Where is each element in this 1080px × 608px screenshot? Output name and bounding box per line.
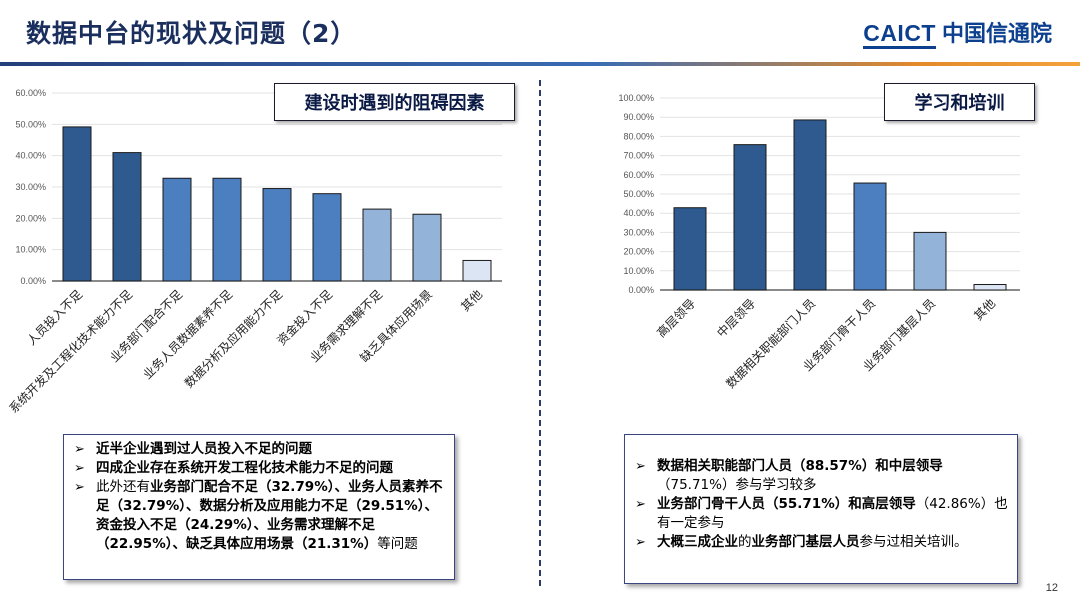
header-rule	[0, 62, 1080, 66]
x-tick-label: 其他	[458, 287, 485, 314]
panel-divider	[539, 80, 541, 586]
bar	[853, 182, 887, 291]
bar	[112, 152, 142, 282]
y-tick-label: 0.00%	[20, 276, 46, 286]
y-tick-label: 20.00%	[623, 247, 654, 257]
y-tick-label: 90.00%	[623, 112, 654, 122]
caict-logo: CAICT	[863, 20, 936, 49]
training-bar-chart: 0.00% 10.00% 20.00% 30.00% 40.00% 50.00% 60.00…	[618, 93, 1020, 391]
bar	[162, 177, 192, 282]
y-tick-label: 60.00%	[623, 170, 654, 180]
brand: CAICT 中国信通院	[863, 16, 1052, 49]
bar	[913, 231, 947, 291]
x-tick-label: 数据分析及应用能力不足	[181, 287, 285, 391]
x-tick-label: 中层领导	[714, 296, 759, 341]
y-tick-label: 70.00%	[623, 151, 654, 161]
y-tick-label: 30.00%	[623, 227, 654, 237]
bar	[733, 144, 767, 291]
y-tick-label: 20.00%	[15, 213, 46, 223]
brand-name: 中国信通院	[941, 22, 1052, 47]
bar	[973, 284, 1007, 291]
bar	[312, 193, 342, 282]
bar	[262, 188, 292, 282]
y-tick-label: 80.00%	[623, 131, 654, 141]
y-tick-label: 40.00%	[623, 208, 654, 218]
list-item: 此外还有业务部门配合不足（32.79%）、业务人员素养不足（32.79%）、数据…	[74, 478, 446, 554]
y-tick-label: 50.00%	[15, 119, 46, 129]
list-item: 四成企业存在系统开发工程化技术能力不足的问题	[74, 459, 446, 478]
page-number: 12	[1045, 582, 1058, 594]
bar	[462, 259, 492, 282]
obstacles-notes: 近半企业遇到过人员投入不足的问题 四成企业存在系统开发工程化技术能力不足的问题 …	[63, 434, 455, 580]
y-tick-label: 10.00%	[15, 245, 46, 255]
x-tick-label: 其他	[971, 296, 998, 323]
bar	[62, 126, 92, 282]
y-tick-label: 10.00%	[623, 266, 654, 276]
bar	[362, 208, 392, 282]
y-tick-label: 60.00%	[15, 88, 46, 98]
obstacles-bar-chart: 0.00% 10.00% 20.00% 30.00% 40.00% 50.00% 60.00…	[6, 88, 502, 416]
list-item: 大概三成企业的业务部门基层人员参与过相关培训。	[635, 533, 1009, 552]
list-item: 数据相关职能部门人员（88.57%）和中层领导（75.71%）参与学习较多	[635, 457, 1009, 495]
training-notes: 数据相关职能部门人员（88.57%）和中层领导（75.71%）参与学习较多 业务…	[624, 434, 1018, 584]
bar	[673, 207, 707, 291]
y-tick-label: 100.00%	[618, 93, 654, 103]
training-title-badge: 学习和培训	[884, 83, 1035, 121]
bar	[212, 177, 242, 282]
y-tick-label: 0.00%	[628, 285, 654, 295]
y-tick-label: 40.00%	[15, 151, 46, 161]
y-tick-label: 30.00%	[15, 182, 46, 192]
bar	[793, 119, 827, 291]
page-title: 数据中台的现状及问题（2）	[26, 19, 357, 48]
y-tick-label: 50.00%	[623, 189, 654, 199]
x-tick-label: 高层领导	[654, 296, 699, 341]
bar	[412, 213, 442, 282]
obstacles-title-badge: 建设时遇到的阻碍因素	[274, 83, 515, 121]
list-item: 业务部门骨干人员（55.71%）和高层领导（42.86%）也有一定参与	[635, 495, 1009, 533]
x-tick-label: 业务人员数据素养不足	[140, 287, 235, 382]
list-item: 近半企业遇到过人员投入不足的问题	[74, 440, 446, 459]
